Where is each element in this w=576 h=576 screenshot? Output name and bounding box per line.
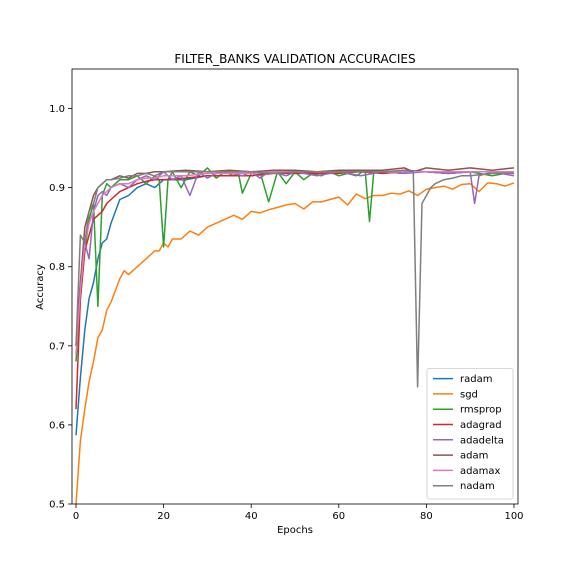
series-line-adamax [75,171,514,354]
y-axis-title: Accuracy [35,264,46,310]
y-axis: 0.5 0.6 0.7 0.8 0.9 1.0 [49,104,72,511]
legend-box [426,368,514,500]
y-tick-label: 0.5 [49,500,65,511]
series-line-adadelta [75,171,515,346]
x-axis: 0 20 40 60 80 100 [73,504,524,522]
y-tick-label: 0.6 [49,420,65,431]
x-tick-label: 80 [420,511,433,522]
chart-title: FILTER_BANKS VALIDATION ACCURACIES [174,52,415,66]
legend-label-adam: adam [460,451,488,462]
legend: radam sgd rmsprop adagrad adadelta adam adamax… [426,368,514,500]
legend-label-adadelta: adadelta [460,435,504,446]
legend-label-radam: radam [460,374,492,385]
y-tick-label: 0.7 [49,341,65,352]
plot-frame [71,68,519,505]
x-tick-label: 0 [73,511,79,522]
legend-label-sgd: sgd [460,389,478,400]
x-tick-label: 20 [157,511,170,522]
legend-label-adamax: adamax [460,466,500,477]
x-tick-label: 60 [332,511,345,522]
legend-label-nadam: nadam [460,481,495,492]
y-tick-label: 0.9 [49,183,65,194]
x-axis-title: Epochs [277,525,313,536]
x-tick-label: 40 [245,511,258,522]
series-line-sgd [75,182,515,504]
x-tick-label: 100 [504,511,523,522]
y-tick-label: 0.8 [49,262,65,273]
y-tick-label: 1.0 [49,104,65,115]
series-line-nadam [75,169,514,388]
legend-label-rmsprop: rmsprop [460,405,502,416]
legend-label-adagrad: adagrad [460,420,502,431]
